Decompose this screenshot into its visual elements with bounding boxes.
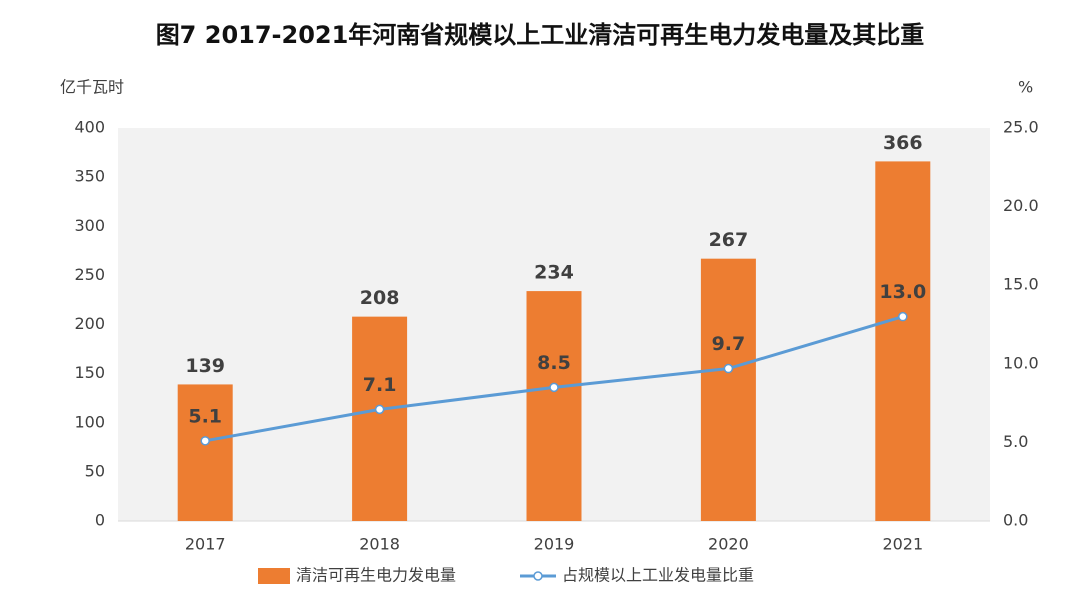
line-point [723, 363, 734, 374]
line-point [200, 436, 210, 446]
x-tick-label: 2020 [708, 535, 749, 554]
y-tick-label: 150 [74, 363, 105, 382]
x-tick-label: 2021 [882, 535, 923, 554]
legend-swatch [258, 568, 290, 584]
y2-tick-label: 20.0 [1003, 196, 1039, 215]
data-label: 267 [709, 229, 749, 251]
line-point [549, 382, 559, 393]
data-label: 208 [360, 287, 400, 309]
data-label: 139 [185, 355, 225, 377]
bar [875, 161, 931, 521]
y-axis-label: 亿千瓦时 [60, 78, 124, 97]
legend-label: 清洁可再生电力发电量 [296, 566, 456, 585]
x-tick-label: 2018 [359, 535, 400, 554]
bar [700, 258, 756, 521]
data-label: 9.7 [712, 333, 746, 355]
bar [526, 291, 582, 521]
x-tick-label: 2017 [185, 535, 226, 554]
y-tick-label: 400 [74, 118, 105, 137]
data-label: 7.1 [363, 374, 397, 396]
y-tick-label: 350 [74, 167, 105, 186]
bar [352, 316, 408, 521]
bar [177, 384, 233, 521]
data-label: 234 [534, 262, 574, 284]
data-label: 8.5 [537, 352, 571, 374]
y-tick-label: 200 [74, 314, 105, 333]
y2-axis-label: % [1018, 78, 1033, 97]
legend-label: 占规模以上工业发电量比重 [562, 566, 754, 585]
y-tick-label: 250 [74, 265, 105, 284]
data-label: 366 [883, 132, 923, 154]
y2-tick-label: 25.0 [1003, 118, 1039, 137]
y2-tick-label: 10.0 [1003, 353, 1039, 372]
y-tick-label: 300 [74, 216, 105, 235]
line-point [374, 404, 385, 415]
y2-tick-label: 0.0 [1003, 511, 1028, 530]
y-tick-label: 100 [74, 412, 105, 431]
y2-tick-label: 5.0 [1003, 432, 1028, 451]
data-label: 5.1 [188, 405, 222, 427]
data-label: 13.0 [879, 281, 926, 303]
legend-swatch [533, 571, 543, 581]
y-tick-label: 50 [85, 461, 105, 480]
y-tick-label: 0 [95, 511, 105, 530]
chart-title: 图7 2017-2021年河南省规模以上工业清洁可再生电力发电量及其比重 [156, 21, 925, 49]
x-tick-label: 2019 [534, 535, 575, 554]
line-point [898, 311, 908, 322]
y2-tick-label: 15.0 [1003, 275, 1039, 294]
